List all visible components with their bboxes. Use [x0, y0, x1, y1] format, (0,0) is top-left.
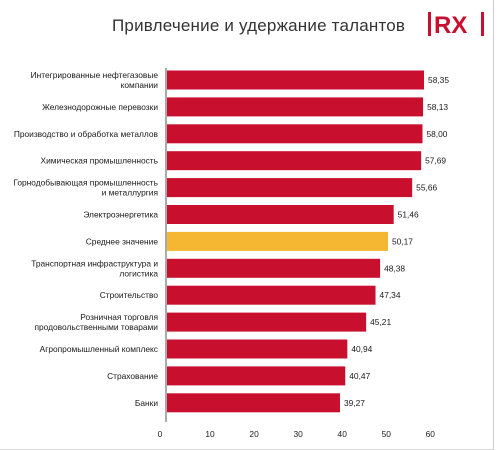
bar [167, 285, 376, 305]
category-label: Производство и обработка металлов [14, 129, 159, 139]
category-label: Среднее значение [86, 236, 159, 246]
x-tick-label: 50 [382, 429, 392, 439]
category-label-line: и металлургия [102, 188, 158, 198]
category-label-line: Интегрированные нефтегазовые [31, 70, 159, 80]
category-label-line: продовольственными товарами [34, 322, 158, 332]
x-tick-label: 20 [249, 429, 259, 439]
category-label: Агропромышленный комплекс [40, 344, 158, 354]
category-label: Интегрированные нефтегазовые компании [31, 70, 159, 90]
category-label-line: Розничная торговля [80, 312, 158, 322]
bar [167, 97, 424, 117]
category-label-line: Химическая промышленность [41, 156, 159, 166]
bar [167, 205, 394, 224]
category-label: Транспортная инфраструктура и логистика [31, 258, 158, 278]
value-label: 47,34 [380, 290, 401, 300]
category-label-line: Строительство [100, 290, 159, 300]
value-label: 48,38 [384, 263, 405, 273]
bar [167, 70, 425, 90]
category-label-line: Горнодобывающая промышленность [13, 178, 158, 188]
category-label-line: логистика [119, 268, 158, 278]
category-label: Электроэнергетика [83, 210, 158, 220]
category-label-line: Транспортная инфраструктура и [31, 258, 158, 268]
value-label: 55,66 [416, 183, 437, 193]
category-label-line: Железнодорожные перевозки [42, 102, 158, 112]
bar [167, 178, 413, 198]
x-tick-label: 60 [426, 429, 436, 439]
value-label: 40,47 [349, 371, 370, 381]
category-label-line: Среднее значение [86, 236, 159, 246]
value-label: 45,21 [370, 317, 391, 327]
bar [167, 231, 388, 251]
category-label: Строительство [100, 290, 159, 300]
value-label: 40,94 [351, 344, 372, 354]
category-label-line: Электроэнергетика [83, 210, 158, 220]
x-tick-label: 0 [158, 429, 163, 439]
bar [167, 339, 348, 359]
category-label-line: Банки [135, 398, 158, 408]
category-label: Страхование [107, 371, 158, 381]
value-label: 58,13 [427, 102, 448, 112]
category-label: Розничная торговля продовольственными тов… [34, 312, 158, 332]
x-tick-label: 10 [205, 429, 215, 439]
value-label: 58,35 [428, 75, 449, 85]
bar [167, 258, 381, 278]
bar [167, 366, 346, 386]
x-tick-label: 40 [338, 429, 348, 439]
chart-title: Привлечение и удержание талантов [112, 16, 406, 35]
rx-logo: RX [428, 12, 484, 38]
value-label: 50,17 [392, 236, 413, 246]
value-label: 57,69 [425, 156, 446, 166]
category-label: Железнодорожные перевозки [42, 102, 158, 112]
category-label-line: компании [121, 80, 159, 90]
category-label-line: Производство и обработка металлов [14, 129, 159, 139]
category-label: Банки [135, 398, 158, 408]
bar [167, 124, 423, 144]
value-label: 39,27 [344, 398, 365, 408]
category-label-line: Агропромышленный комплекс [40, 344, 158, 354]
x-tick-label: 30 [293, 429, 303, 439]
value-label: 51,46 [398, 210, 419, 220]
bar [167, 312, 367, 332]
svg-text:RX: RX [434, 12, 467, 38]
value-label: 58,00 [426, 129, 447, 139]
category-label: Химическая промышленность [41, 156, 159, 166]
category-label: Горнодобывающая промышленность и металлур… [13, 178, 158, 198]
bar [167, 151, 422, 171]
bar [167, 393, 340, 413]
category-label-line: Страхование [107, 371, 158, 381]
